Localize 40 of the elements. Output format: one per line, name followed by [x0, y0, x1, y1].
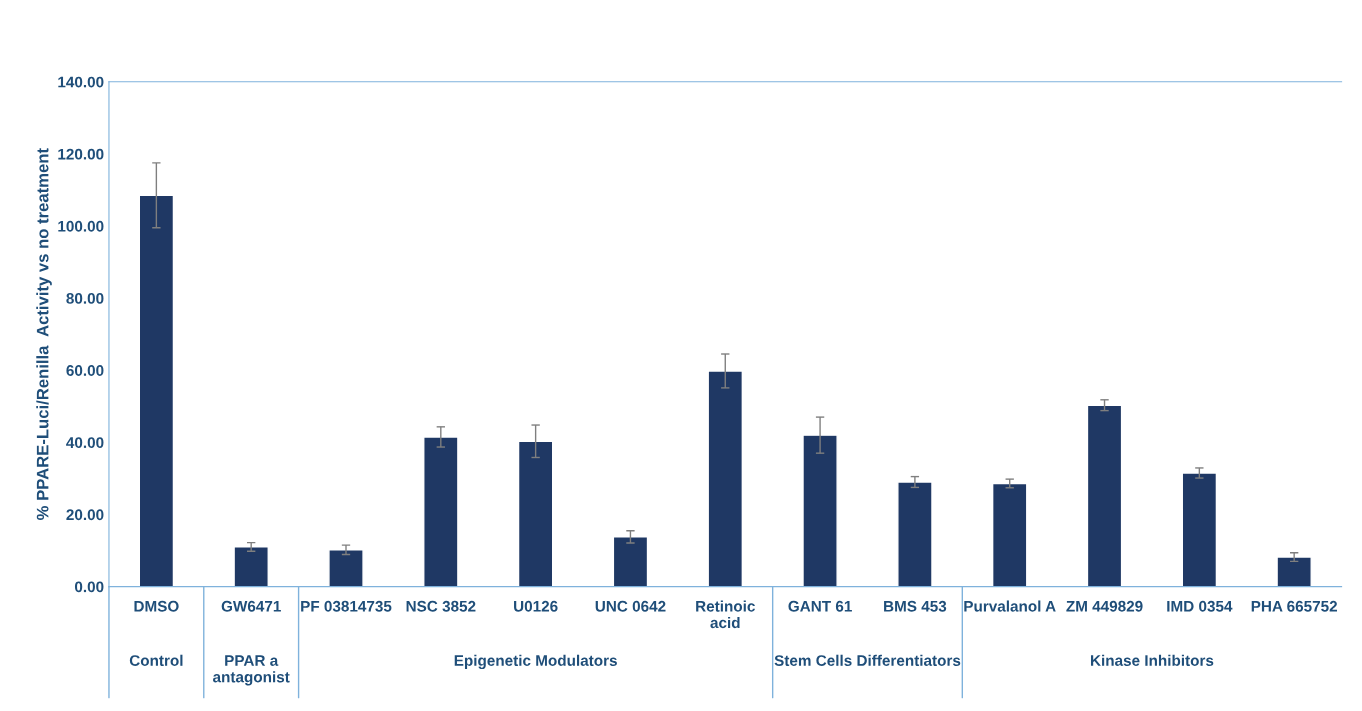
- text: Control: [129, 654, 183, 666]
- x-tick-label: BMS 453: [884, 600, 947, 612]
- y-tick-label: 100.00: [58, 220, 104, 232]
- x-tick-label: ZM 449829: [1066, 600, 1143, 612]
- x-tick-label: NSC 3852: [406, 600, 476, 612]
- x-tick-label: IMD 0354: [1167, 600, 1233, 612]
- bar: [1086, 404, 1123, 587]
- y-tick-label: 120.00: [58, 148, 104, 160]
- y-tick-label: 20.00: [66, 509, 104, 521]
- y-tick-label: 80.00: [66, 292, 104, 304]
- x-tick-label: PF 03814735: [301, 600, 392, 612]
- x-tick-label: Retinoic acid: [696, 600, 755, 629]
- bar: [138, 194, 175, 587]
- text: Kinase Inhibitors: [1090, 654, 1214, 666]
- bar: [423, 436, 459, 587]
- y-axis-title: % PPARE-Luci/Renilla Activity vs no treatment: [36, 148, 52, 520]
- x-tick-label: DMSO: [134, 600, 179, 612]
- x-tick-label: U0126: [514, 600, 558, 612]
- bar: [1276, 556, 1312, 587]
- y-tick-label: 140.00: [58, 76, 104, 88]
- x-tick-label: Purvalanol A: [964, 600, 1056, 612]
- x-tick-label: UNC 0642: [595, 600, 666, 612]
- bar: [233, 546, 269, 587]
- y-tick-label: 60.00: [66, 365, 104, 376]
- x-tick-label: PHA 665752: [1251, 600, 1338, 612]
- x-tick-label: GANT 61: [788, 600, 852, 612]
- text: Epigenetic Modulators: [454, 654, 617, 670]
- text: PPAR a antagonist: [213, 655, 290, 686]
- bar: [1181, 472, 1218, 587]
- y-tick-label: 0.00: [74, 581, 104, 593]
- bar: [802, 434, 838, 587]
- bar: [612, 536, 649, 587]
- y-tick-label: 40.00: [66, 437, 104, 449]
- bar: [328, 549, 364, 587]
- x-tick-label: GW6471: [221, 600, 281, 612]
- text: Stem Cells Differentiators: [774, 654, 961, 666]
- bar: [707, 370, 744, 587]
- bar: [517, 440, 554, 587]
- bar: [897, 481, 933, 587]
- bar: [991, 482, 1028, 587]
